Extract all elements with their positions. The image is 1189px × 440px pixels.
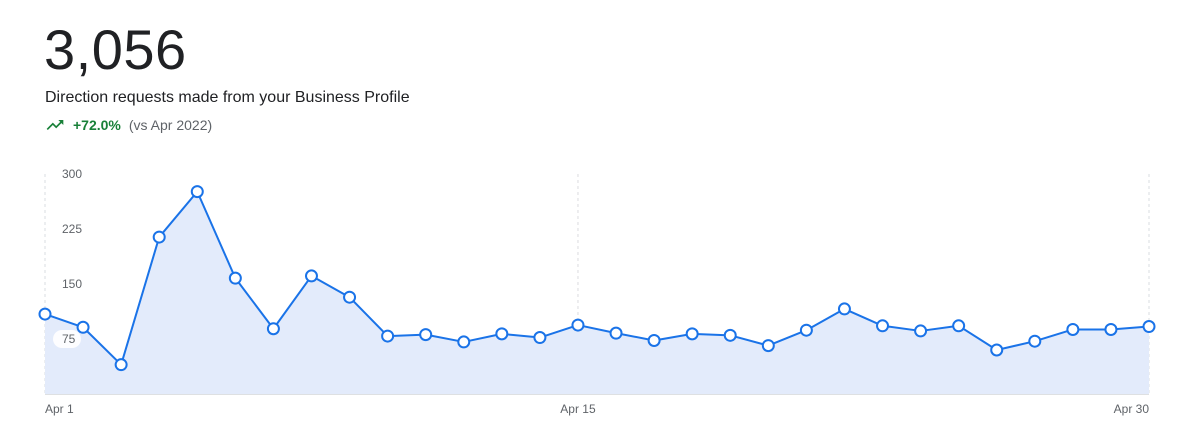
data-point <box>952 319 966 333</box>
data-point <box>114 358 128 372</box>
data-point <box>1066 322 1080 336</box>
data-point <box>837 302 851 316</box>
y-tick-label-background <box>53 330 81 348</box>
data-point <box>152 230 166 244</box>
data-point <box>38 307 52 321</box>
data-point <box>76 320 90 334</box>
data-point <box>723 328 737 342</box>
trending-up-icon <box>45 115 65 135</box>
data-point <box>914 324 928 338</box>
data-point <box>1142 320 1156 334</box>
data-point <box>495 327 509 341</box>
y-tick-label: 150 <box>62 277 82 291</box>
x-tick-label: Apr 1 <box>45 402 74 416</box>
y-tick-label: 225 <box>62 222 82 236</box>
total-value: 3,056 <box>44 18 187 81</box>
data-point <box>571 318 585 332</box>
trend-percent: +72.0% <box>73 117 121 133</box>
x-tick-label: Apr 15 <box>560 402 596 416</box>
data-point <box>647 333 661 347</box>
data-point <box>533 331 547 345</box>
data-point <box>343 290 357 304</box>
data-point <box>761 339 775 353</box>
data-point <box>799 323 813 337</box>
data-point <box>876 319 890 333</box>
data-point <box>685 327 699 341</box>
data-point <box>228 271 242 285</box>
trend-row: +72.0% (vs Apr 2022) <box>45 115 212 135</box>
metric-description: Direction requests made from your Busine… <box>45 89 410 106</box>
data-point <box>419 328 433 342</box>
data-point <box>457 335 471 349</box>
series-area <box>45 191 1149 394</box>
data-point <box>1028 334 1042 348</box>
chart-svg: 75 150 225 300 Apr 1 Apr 15 Apr 30 <box>38 167 1156 416</box>
trend-comparison: (vs Apr 2022) <box>128 117 213 133</box>
data-point <box>1104 322 1118 336</box>
data-point <box>381 329 395 343</box>
series-line <box>44 190 1150 366</box>
x-tick-label: Apr 30 <box>1114 402 1150 416</box>
data-point <box>990 343 1004 357</box>
y-tick-label: 75 <box>62 332 76 346</box>
data-point <box>304 269 318 283</box>
data-point <box>190 185 204 199</box>
y-tick-label: 300 <box>62 167 82 181</box>
data-point <box>266 322 280 336</box>
line-chart: 75 150 225 300 Apr 1 Apr 15 Apr 30 <box>0 160 1189 430</box>
data-point <box>609 326 623 340</box>
